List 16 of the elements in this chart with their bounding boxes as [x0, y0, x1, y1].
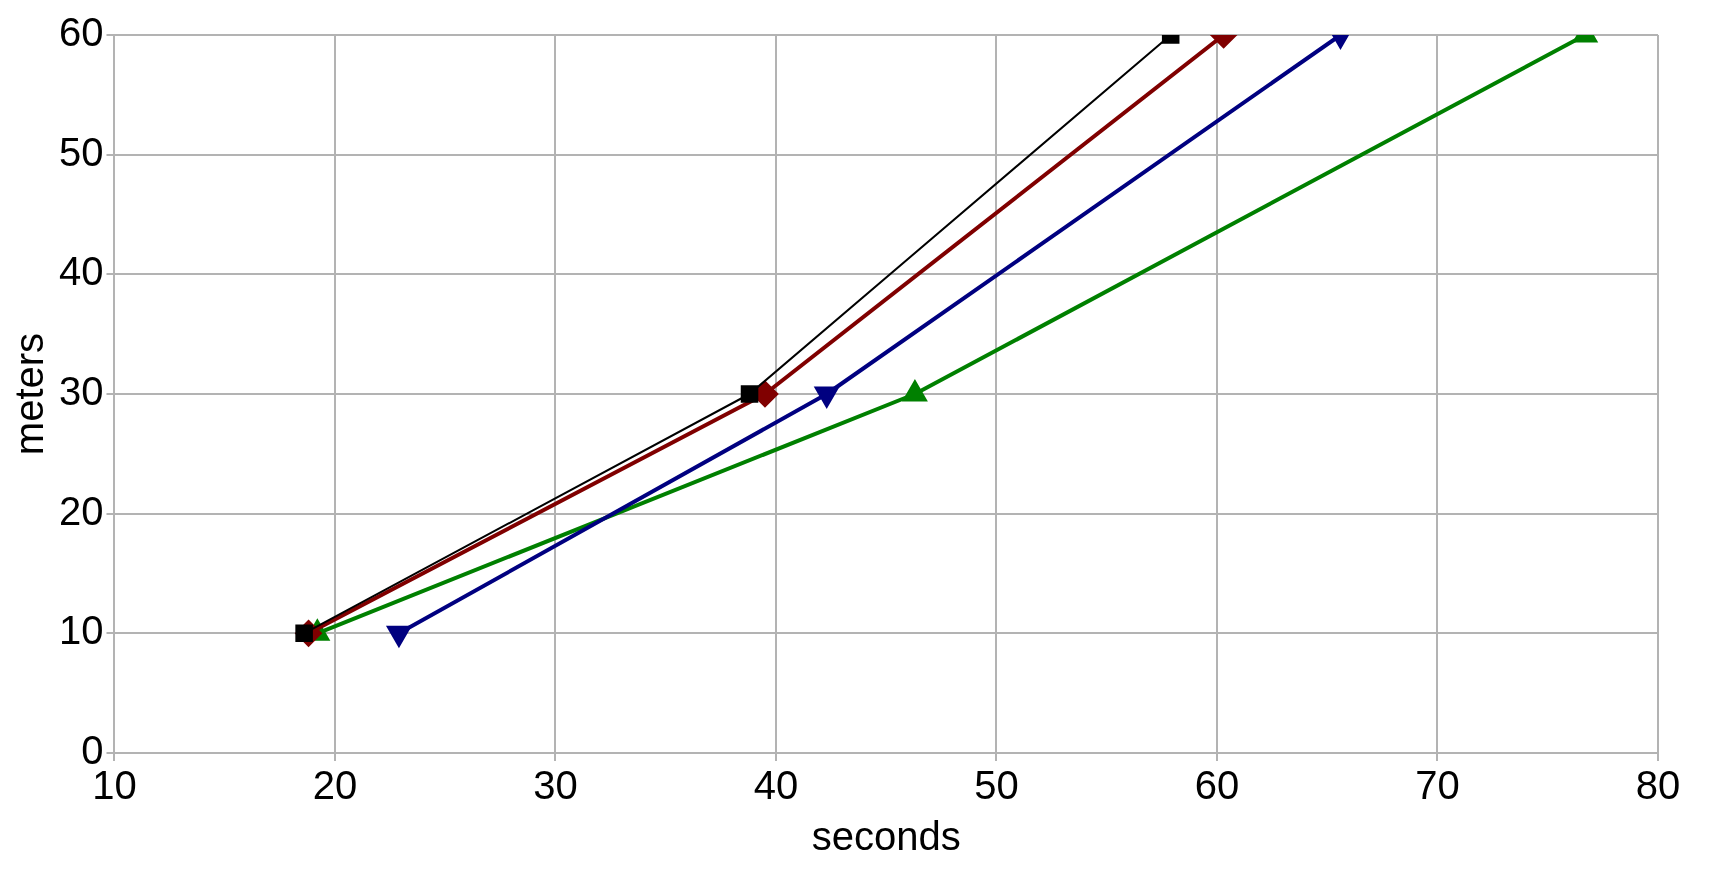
y-tick-label: 30 — [58, 369, 104, 414]
x-tick-label: 50 — [974, 763, 1019, 808]
x-tick-label: 30 — [533, 763, 578, 808]
y-tick-label: 20 — [58, 488, 104, 533]
x-tick-label: 60 — [1194, 763, 1240, 808]
y-tick-label: 60 — [58, 10, 104, 55]
x-tick-label: 10 — [92, 763, 137, 808]
y-tick-label: 50 — [58, 129, 104, 174]
x-tick-label: 40 — [753, 763, 799, 808]
y-axis-title: meters — [7, 332, 52, 456]
x-tick-label: 70 — [1415, 763, 1460, 808]
x-axis-title: seconds — [811, 814, 961, 859]
x-tick-label: 20 — [312, 763, 358, 808]
y-tick-label: 10 — [58, 608, 104, 653]
y-tick-label: 40 — [58, 249, 104, 294]
x-tick-label: 80 — [1635, 763, 1681, 808]
